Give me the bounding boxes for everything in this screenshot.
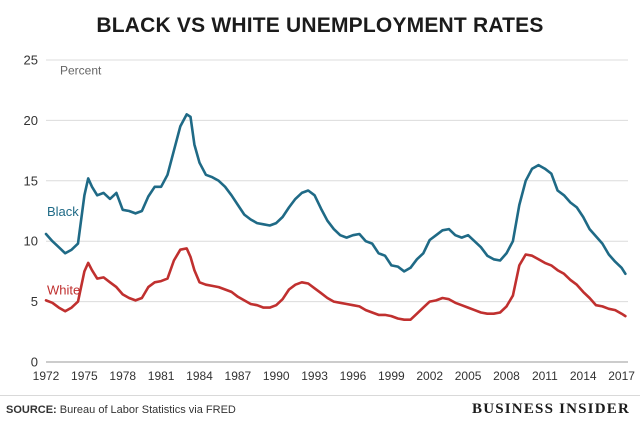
- x-tick-label: 2011: [532, 369, 558, 383]
- x-tick-label: 1975: [71, 369, 98, 383]
- chart-title: BLACK VS WHITE UNEMPLOYMENT RATES: [96, 14, 544, 37]
- y-tick-label: 20: [24, 113, 38, 128]
- y-tick-label: 5: [31, 294, 38, 309]
- y-tick-label: 0: [31, 355, 38, 370]
- x-tick-label: 2008: [493, 369, 520, 383]
- y-tick-label: 10: [24, 234, 38, 249]
- series-label-black: Black: [47, 204, 79, 219]
- y-tick-labels: 0 5 10 15 20 25: [24, 53, 38, 370]
- series-label-white: White: [47, 282, 80, 297]
- x-tick-label: 1984: [186, 369, 213, 383]
- x-tick-label: 1990: [263, 369, 290, 383]
- series-line-white: [44, 247, 627, 322]
- x-tick-label: 1978: [109, 369, 136, 383]
- x-tick-label: 2002: [416, 369, 443, 383]
- x-tick-label: 1993: [301, 369, 328, 383]
- y-tick-label: 15: [24, 173, 38, 188]
- series-line-black: [44, 113, 627, 276]
- source-note: SOURCE: Bureau of Labor Statistics via F…: [6, 404, 236, 416]
- y-axis-label: Percent: [60, 63, 102, 77]
- y-tick-label: 25: [24, 53, 38, 68]
- footer-divider: [0, 395, 640, 396]
- gridlines: [46, 59, 628, 363]
- x-tick-labels: 1972 1975 1978 1981 1984 1987 1990 1993 1996 1999…: [33, 369, 636, 383]
- x-tick-label: 2017: [608, 369, 635, 383]
- x-tick-label: 1981: [148, 369, 175, 383]
- series-labels: Black White: [47, 204, 80, 298]
- x-tick-label: 1999: [378, 369, 405, 383]
- x-tick-label: 2005: [455, 369, 482, 383]
- source-text: Bureau of Labor Statistics via FRED: [59, 404, 236, 416]
- x-tick-label: 1987: [225, 369, 252, 383]
- x-tick-label: 1996: [340, 369, 367, 383]
- series-lines: [44, 113, 627, 322]
- brand-logo: BUSINESS INSIDER: [471, 401, 630, 417]
- x-tick-label: 1972: [33, 369, 60, 383]
- source-label: SOURCE:: [6, 404, 57, 416]
- x-tick-label: 2014: [570, 369, 597, 383]
